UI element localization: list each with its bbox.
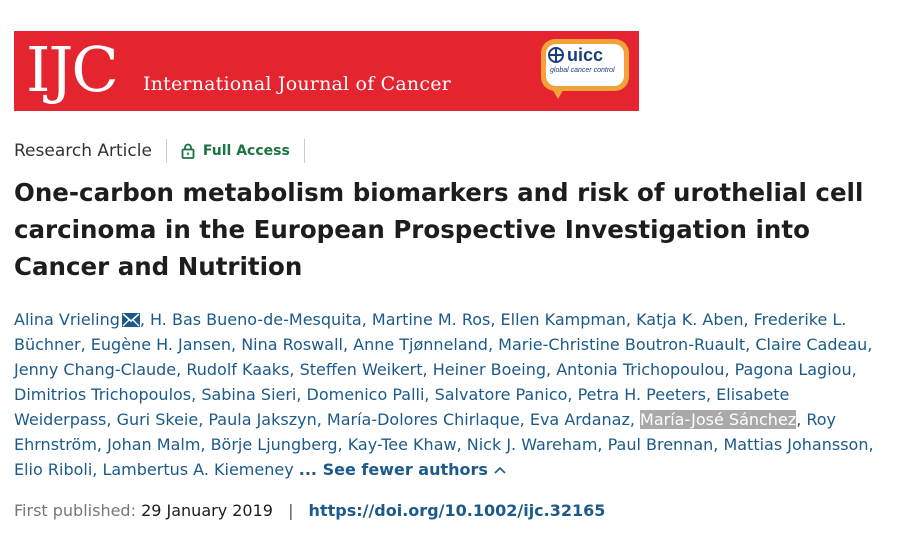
author-separator: , (597, 435, 608, 454)
uicc-logo: uicc global cancer control (541, 39, 629, 99)
author-separator: , (743, 310, 754, 329)
divider (303, 139, 305, 163)
author-separator: , (796, 410, 807, 429)
publication-info: First published: 29 January 2019 | https… (14, 501, 605, 520)
author-link[interactable]: Steffen Weikert (299, 360, 423, 379)
author-link[interactable]: Katja K. Aben (636, 310, 744, 329)
journal-logo: IJC (26, 33, 119, 106)
author-link[interactable]: Heiner Boeing (432, 360, 547, 379)
author-separator: , (629, 410, 641, 429)
author-separator: , (490, 310, 501, 329)
author-link[interactable]: Ellen Kampman (500, 310, 626, 329)
author-separator: , (316, 410, 327, 429)
author-link[interactable]: Guri Skeie (116, 410, 199, 429)
published-date: 29 January 2019 (141, 501, 273, 520)
author-link[interactable]: Anne Tjønneland (353, 335, 488, 354)
author-separator: , (296, 385, 307, 404)
chevron-up-icon (494, 466, 506, 474)
access-label: Full Access (202, 143, 290, 159)
journal-name: International Journal of Cancer (143, 73, 451, 95)
author-link[interactable]: Paula Jakszyn (208, 410, 317, 429)
author-separator: , (487, 335, 499, 354)
globe-icon (548, 47, 564, 63)
author-link[interactable]: Alina Vrieling (14, 310, 120, 329)
author-link[interactable]: Pagona Lagiou (734, 360, 852, 379)
author-separator: , (713, 435, 724, 454)
author-link[interactable]: Börje Ljungberg (210, 435, 338, 454)
author-separator: , (519, 410, 530, 429)
author-separator: , (231, 335, 242, 354)
author-link[interactable]: Eugène H. Jansen (90, 335, 232, 354)
article-meta: Research Article Full Access (14, 139, 319, 163)
author-link[interactable]: Eva Ardanaz (529, 410, 630, 429)
author-link[interactable]: Salvatore Panico (434, 385, 568, 404)
author-separator: , (546, 360, 557, 379)
author-list: Alina Vrieling, H. Bas Bueno-de-Mesquita… (14, 307, 886, 482)
author-separator: , (191, 385, 202, 404)
access-badge: Full Access (181, 143, 290, 159)
author-link[interactable]: Lambertus A. Kiemeney (102, 460, 294, 479)
author-link[interactable]: Roy Ehrnström (14, 410, 837, 454)
author-link[interactable]: Marie-Christine Boutron-Ruault (498, 335, 746, 354)
author-separator: , (745, 335, 756, 354)
author-link[interactable]: Nina Roswall (241, 335, 343, 354)
author-link[interactable]: María-José Sánchez (640, 410, 797, 429)
author-separator: , (337, 435, 348, 454)
author-link[interactable]: Paul Brennan (607, 435, 714, 454)
author-separator: , (867, 335, 873, 354)
author-separator: , (851, 360, 857, 379)
author-link[interactable]: Claire Cadeau (755, 335, 868, 354)
lock-icon (181, 143, 195, 159)
published-label: First published: (14, 501, 136, 520)
author-separator: , (176, 360, 187, 379)
author-link[interactable]: Elio Riboli (14, 460, 93, 479)
article-type: Research Article (14, 141, 152, 161)
author-separator: , (456, 435, 467, 454)
author-link[interactable]: H. Bas Bueno-de-Mesquita (150, 310, 362, 329)
divider (165, 139, 167, 163)
author-separator: , (342, 335, 354, 354)
uicc-tagline: global cancer control (550, 67, 615, 74)
author-separator: , (198, 410, 209, 429)
author-link[interactable]: Johan Malm (107, 435, 201, 454)
author-link[interactable]: Nick J. Wareham (466, 435, 598, 454)
email-icon[interactable] (121, 313, 140, 327)
see-fewer-authors-button[interactable]: ... See fewer authors (299, 460, 506, 479)
author-link[interactable]: Elisabete Weiderpass (14, 385, 790, 429)
author-link[interactable]: Antonia Trichopoulou (556, 360, 725, 379)
author-link[interactable]: María-Dolores Chirlaque (326, 410, 520, 429)
author-separator: , (80, 335, 91, 354)
author-link[interactable]: Rudolf Kaaks (186, 360, 290, 379)
author-separator: , (868, 435, 874, 454)
journal-banner[interactable]: IJC International Journal of Cancer uicc… (14, 31, 639, 111)
author-link[interactable]: Petra H. Peeters (577, 385, 706, 404)
uicc-word: uicc (567, 45, 604, 65)
author-link[interactable]: Kay-Tee Khaw (347, 435, 457, 454)
author-link[interactable]: Mattias Johansson (723, 435, 869, 454)
author-link[interactable]: Frederike L. Büchner (14, 310, 847, 354)
author-separator: , (361, 310, 372, 329)
author-link[interactable]: Domenico Palli (306, 385, 425, 404)
separator: | (288, 501, 294, 520)
author-link[interactable]: Jenny Chang-Claude (14, 360, 177, 379)
author-separator: , (567, 385, 578, 404)
author-separator: , (96, 435, 108, 454)
author-separator: , (106, 410, 117, 429)
author-separator: , (92, 460, 103, 479)
author-link[interactable]: Sabina Sieri (201, 385, 297, 404)
doi-link[interactable]: https://doi.org/10.1002/ijc.32165 (308, 501, 606, 520)
author-link[interactable]: Dimitrios Trichopoulos (14, 385, 192, 404)
article-title: One-carbon metabolism biomarkers and ris… (14, 178, 864, 281)
author-separator: , (724, 360, 735, 379)
author-separator: , (424, 385, 435, 404)
author-separator: , (139, 310, 151, 329)
author-separator: , (705, 385, 717, 404)
author-separator: , (289, 360, 300, 379)
author-link[interactable]: Martine M. Ros (371, 310, 491, 329)
author-separator: , (625, 310, 637, 329)
author-separator: , (200, 435, 211, 454)
author-separator: , (422, 360, 433, 379)
